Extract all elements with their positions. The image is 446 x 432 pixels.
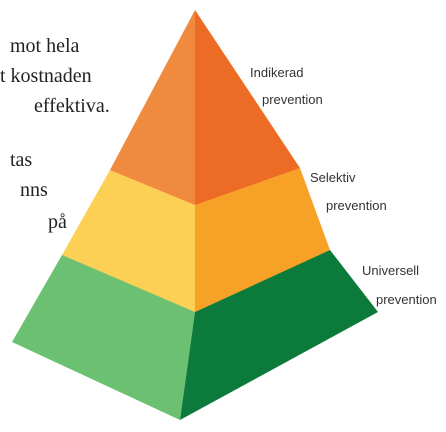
right-face: [180, 250, 378, 420]
tier-labels: Indikerad prevention Selektiv prevention…: [250, 65, 437, 307]
label-line: prevention: [326, 198, 387, 213]
label-line: Selektiv: [310, 170, 356, 185]
label-line: prevention: [376, 292, 437, 307]
tier-top: [110, 10, 300, 205]
right-face: [195, 168, 330, 312]
text-line: på: [48, 211, 67, 233]
body-text: mot hela t kostnaden effektiva. tas nns …: [0, 35, 110, 233]
text-line: nns: [20, 179, 48, 201]
text-line: tas: [10, 149, 32, 171]
left-face: [12, 255, 195, 420]
text-line: t kostnaden: [0, 65, 92, 87]
left-face: [62, 170, 195, 312]
label-line: Universell: [362, 263, 419, 278]
label-line: prevention: [262, 92, 323, 107]
label-line: Indikerad: [250, 65, 303, 80]
right-face: [195, 10, 300, 205]
left-face: [110, 10, 195, 205]
text-line: effektiva.: [34, 95, 110, 117]
text-line: mot hela: [10, 35, 80, 57]
